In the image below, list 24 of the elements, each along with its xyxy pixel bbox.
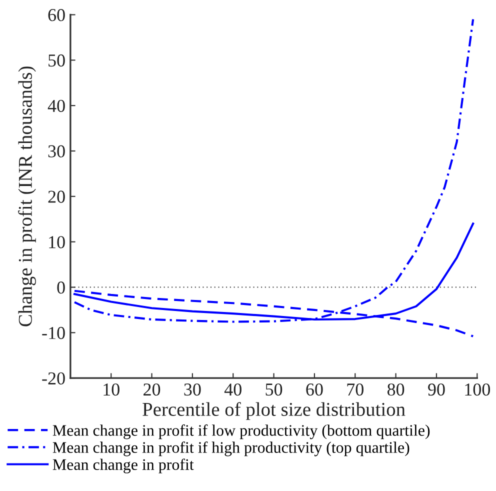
y-tick-label: 30 xyxy=(48,145,65,158)
x-tick-label: 30 xyxy=(184,383,201,396)
y-axis-title: Change in profit (INR thousands) xyxy=(18,66,36,326)
x-tick-label: 40 xyxy=(224,383,242,396)
x-tick-label: 10 xyxy=(104,383,120,396)
y-tick-label: 40 xyxy=(48,100,65,112)
y-tick-label: -10 xyxy=(42,326,65,340)
x-axis-title: Percentile of plot size distribution xyxy=(142,402,406,420)
y-tick-label: 60 xyxy=(48,8,65,22)
y-tick-label: 10 xyxy=(49,236,65,248)
x-tick-label: 20 xyxy=(144,383,160,396)
x-tick-label: 90 xyxy=(428,383,445,396)
x-tick-label: 80 xyxy=(387,383,404,396)
y-tick-label: -20 xyxy=(42,372,65,385)
x-tick-label: 100 xyxy=(465,383,490,396)
legend-label: Mean change in profit xyxy=(52,458,194,474)
y-tick-label: 50 xyxy=(48,54,65,67)
y-tick-label: 0 xyxy=(57,281,65,294)
legend-label: Mean change in profit if high productivity (top quartile) xyxy=(52,442,410,456)
legend-label: Mean change in profit if low productivity (bottom quartile) xyxy=(52,424,430,440)
x-tick-label: 50 xyxy=(266,383,282,396)
x-tick-label: 70 xyxy=(347,383,364,396)
y-tick-label: 20 xyxy=(48,190,65,203)
x-tick-label: 60 xyxy=(306,383,323,396)
